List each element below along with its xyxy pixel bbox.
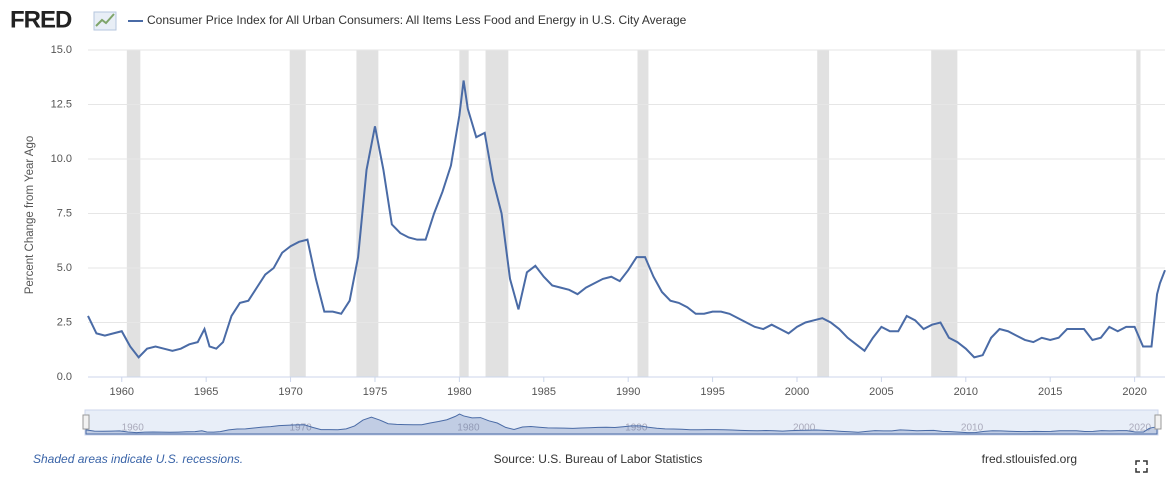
navigator-label: 1970 bbox=[289, 423, 312, 434]
x-tick-label: 1985 bbox=[532, 386, 556, 398]
x-tick-label: 1965 bbox=[194, 386, 218, 398]
logo-icon bbox=[93, 11, 117, 31]
x-tick-label: 2000 bbox=[785, 386, 809, 398]
recession-note: Shaded areas indicate U.S. recessions. bbox=[33, 452, 243, 466]
x-tick-label: 1980 bbox=[447, 386, 471, 398]
navigator-label: 1990 bbox=[625, 423, 648, 434]
navigator-label: 2020 bbox=[1129, 423, 1152, 434]
navigator-label: 1960 bbox=[122, 423, 145, 434]
x-tick-label: 2005 bbox=[869, 386, 893, 398]
navigator-handle[interactable] bbox=[82, 414, 90, 430]
navigator-label: 2010 bbox=[961, 423, 984, 434]
y-tick-label: 5.0 bbox=[57, 262, 72, 274]
y-tick-label: 2.5 bbox=[57, 316, 72, 328]
data-line bbox=[87, 80, 1166, 359]
x-tick-label: 1990 bbox=[616, 386, 640, 398]
site-link[interactable]: fred.stlouisfed.org bbox=[982, 452, 1077, 466]
navigator-line bbox=[85, 413, 1158, 435]
x-tick-label: 1995 bbox=[700, 386, 724, 398]
navigator-label: 2000 bbox=[793, 423, 816, 434]
y-tick-label: 12.5 bbox=[51, 98, 72, 110]
y-tick-label: 10.0 bbox=[51, 153, 72, 165]
y-tick-label: 7.5 bbox=[57, 207, 72, 219]
y-axis-label: Percent Change from Year Ago bbox=[24, 136, 36, 295]
legend-label: Consumer Price Index for All Urban Consu… bbox=[147, 13, 687, 27]
x-tick-label: 1975 bbox=[363, 386, 387, 398]
x-tick-label: 2015 bbox=[1038, 386, 1062, 398]
x-tick-label: 2020 bbox=[1122, 386, 1146, 398]
x-tick-label: 2010 bbox=[954, 386, 978, 398]
x-tick-label: 1960 bbox=[110, 386, 134, 398]
logo: FRED bbox=[10, 6, 72, 33]
navigator-label: 1980 bbox=[457, 423, 480, 434]
navigator-handle[interactable] bbox=[1154, 414, 1162, 430]
navigator[interactable] bbox=[84, 409, 1159, 436]
x-tick-label: 1970 bbox=[278, 386, 302, 398]
source: Source: U.S. Bureau of Labor Statistics bbox=[494, 452, 703, 466]
y-tick-label: 0.0 bbox=[57, 371, 72, 383]
y-tick-label: 15.0 bbox=[51, 44, 72, 56]
fullscreen-button[interactable] bbox=[1135, 460, 1148, 473]
